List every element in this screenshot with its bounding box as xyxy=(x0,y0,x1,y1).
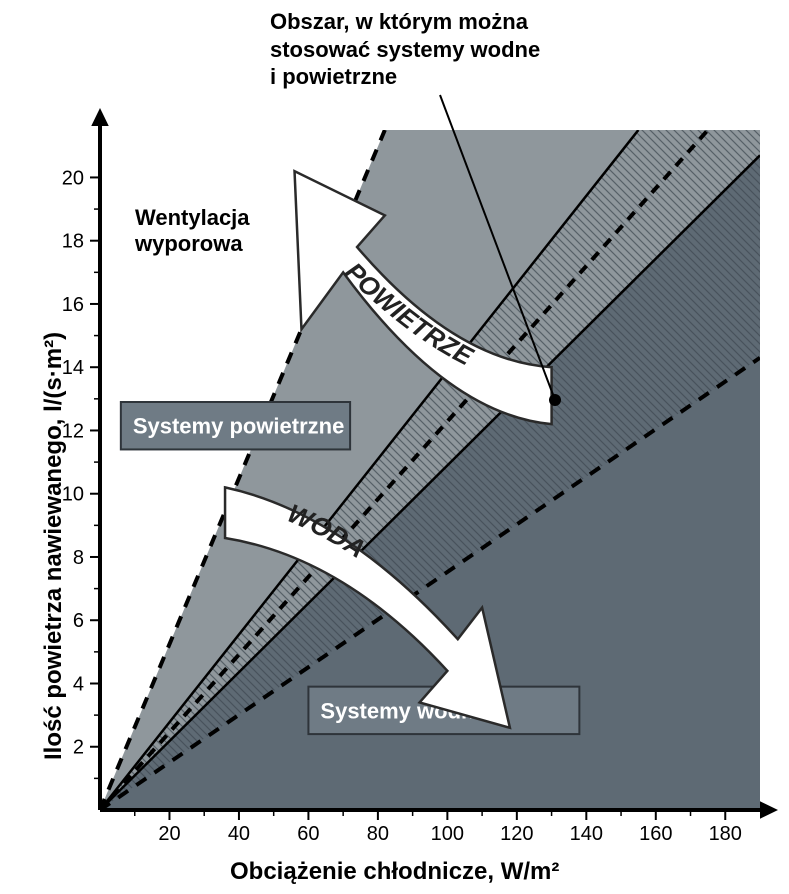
x-tick-label: 180 xyxy=(709,823,742,845)
y-tick-label: 4 xyxy=(73,673,84,695)
chart-svg: Systemy powietrzneSystemy wodnePOWIETRZE… xyxy=(0,0,789,894)
x-tick-label: 40 xyxy=(228,823,250,845)
y-tick-label: 6 xyxy=(73,610,84,632)
y-tick-label: 18 xyxy=(62,231,84,253)
x-tick-label: 100 xyxy=(431,823,464,845)
x-tick-label: 60 xyxy=(297,823,319,845)
x-tick-label: 80 xyxy=(367,823,389,845)
x-tick-label: 120 xyxy=(500,823,533,845)
y-tick-label: 2 xyxy=(73,737,84,759)
chart-container: Obszar, w którym można stosować systemy … xyxy=(0,0,789,894)
x-tick-label: 20 xyxy=(158,823,180,845)
leader-dot xyxy=(549,394,561,406)
y-tick-label: 14 xyxy=(62,357,84,379)
y-tick-label: 8 xyxy=(73,547,84,569)
y-axis-arrow xyxy=(91,108,109,126)
x-tick-label: 160 xyxy=(639,823,672,845)
x-tick-label: 140 xyxy=(570,823,603,845)
y-tick-label: 16 xyxy=(62,294,84,316)
y-tick-label: 20 xyxy=(62,167,84,189)
x-axis-arrow xyxy=(760,801,778,819)
y-tick-label: 12 xyxy=(62,420,84,442)
y-tick-label: 10 xyxy=(62,484,84,506)
box-systemy-powietrzne-label: Systemy powietrzne xyxy=(133,414,345,439)
